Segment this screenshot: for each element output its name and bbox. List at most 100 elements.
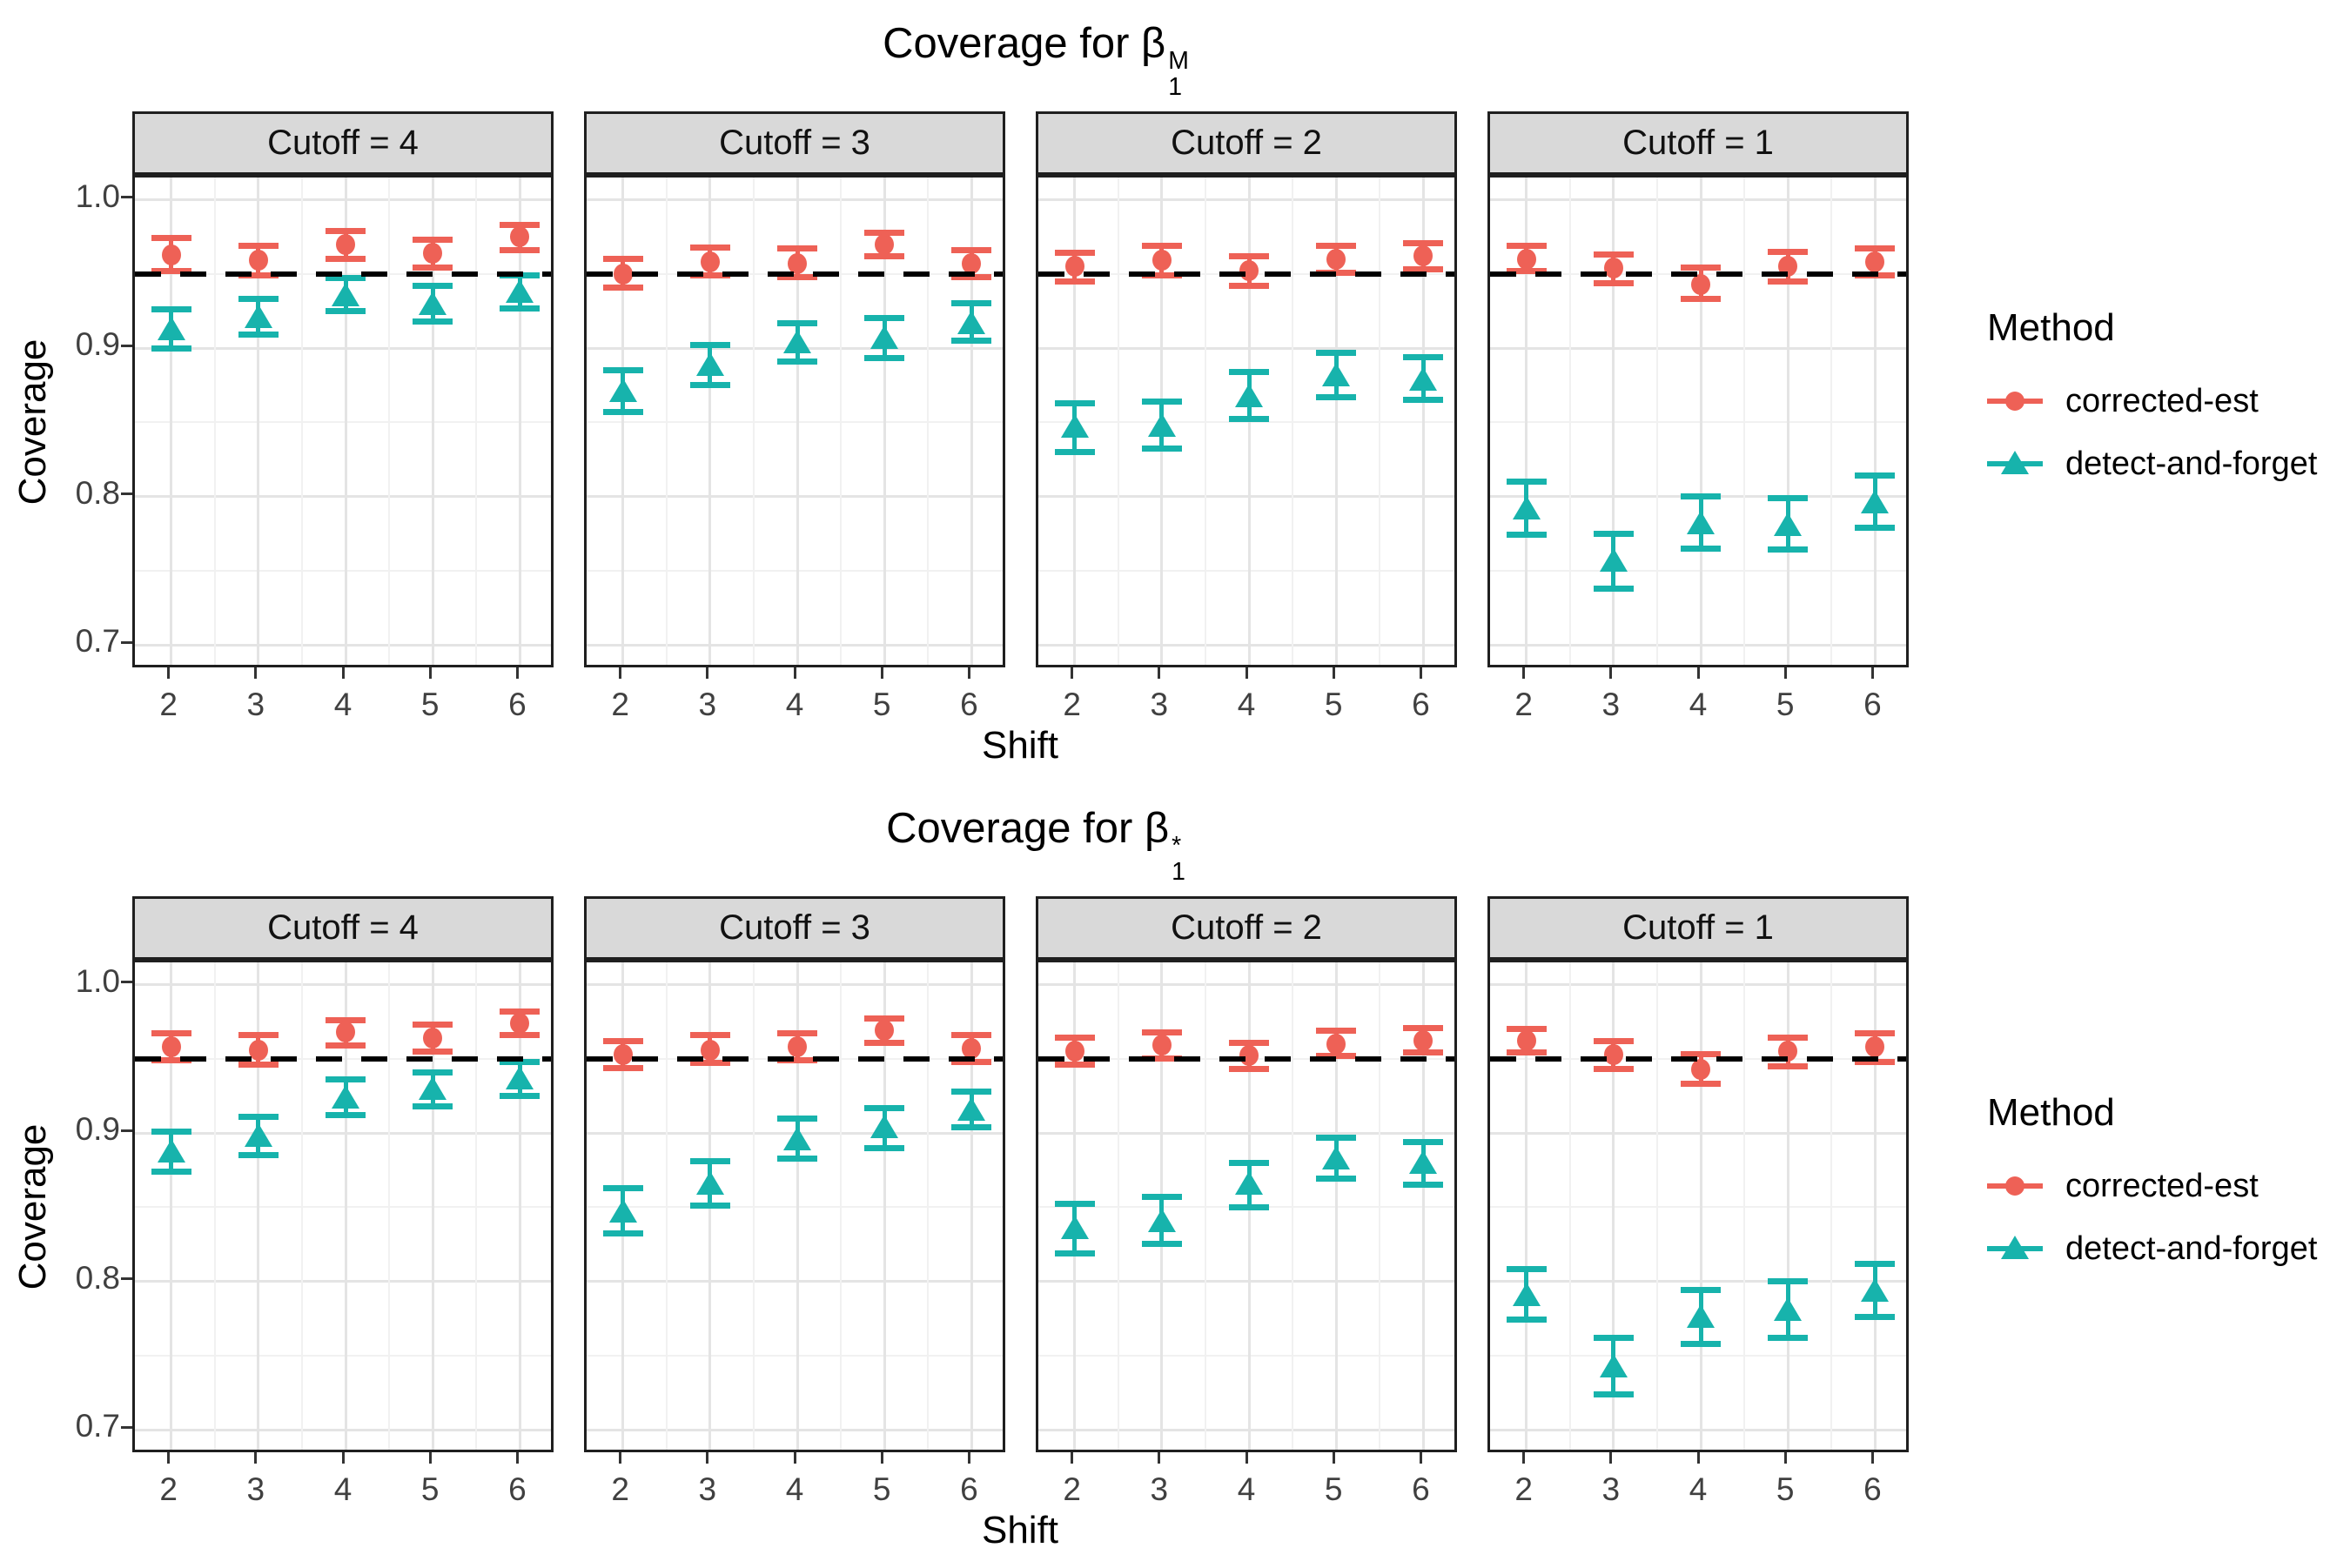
minor-gridline: [1490, 421, 1906, 424]
reference-line-095: [135, 1055, 551, 1062]
reference-line-095: [1038, 1055, 1454, 1062]
x-axis-title: Shift: [981, 724, 1059, 767]
errorbar-cap-top: [1681, 1287, 1721, 1294]
errorbar-cap-bottom: [151, 1168, 191, 1175]
x-tick-mark: [515, 667, 519, 679]
errorbar-cap-top: [151, 1128, 191, 1135]
errorbar-cap-bottom: [1768, 546, 1809, 553]
errorbar-cap-top: [864, 1104, 905, 1111]
x-tick-label: 4: [333, 1471, 352, 1507]
circle-marker: [1603, 1043, 1623, 1065]
triangle-marker: [1861, 1277, 1890, 1302]
y-tick-mark: [121, 1277, 132, 1281]
minor-gridline: [1568, 178, 1571, 665]
x-tick-label: 5: [1776, 687, 1795, 722]
errorbar-cap-bottom: [500, 1092, 540, 1099]
legend-item-detect-and-forget: detect-and-forget: [1987, 1229, 2344, 1269]
plot-title: Coverage for β * 1: [0, 804, 2071, 885]
x-tick-mark: [1332, 667, 1335, 679]
circle-marker: [1865, 251, 1885, 273]
triangle-marker: [1687, 511, 1715, 535]
triangle-marker: [1060, 1216, 1089, 1240]
x-tick-label: 2: [159, 687, 178, 722]
errorbar-cap-top: [602, 1184, 643, 1191]
errorbar-cap-top: [689, 244, 730, 251]
facet-strip: Cutoff = 1: [1487, 111, 1909, 175]
major-gridline: [1490, 346, 1906, 350]
x-tick-label: 6: [1412, 687, 1430, 722]
y-tick-label: 0.7: [75, 1408, 120, 1444]
major-gridline: [1525, 962, 1528, 1450]
errorbar-cap-top: [864, 1015, 905, 1022]
errorbar-cap-top: [1506, 1026, 1547, 1033]
minor-gridline: [1490, 1206, 1906, 1209]
errorbar-cap-top: [1316, 349, 1357, 356]
x-tick-label: 5: [420, 687, 440, 722]
errorbar-cap-top: [1506, 478, 1547, 485]
errorbar-cap-top: [1506, 242, 1547, 249]
x-tick-label: 6: [508, 1471, 527, 1507]
x-tick-mark: [254, 667, 258, 679]
minor-gridline: [135, 421, 551, 424]
triangle-marker: [957, 311, 986, 335]
errorbar-cap-top: [1229, 1039, 1269, 1046]
errorbar-cap-top: [1229, 368, 1269, 375]
facet-panel: [1487, 175, 1909, 667]
errorbar-cap-bottom: [1593, 279, 1634, 286]
x-tick-label: 6: [960, 1471, 978, 1507]
circle-marker: [613, 1043, 633, 1065]
x-tick-mark: [706, 1452, 709, 1464]
errorbar-cap-bottom: [413, 265, 453, 271]
legend-title: Method: [1987, 1091, 2115, 1134]
major-gridline: [1334, 962, 1338, 1450]
minor-gridline: [587, 1206, 1003, 1209]
circle-marker: [161, 244, 181, 265]
errorbar-cap-bottom: [777, 1155, 817, 1162]
triangle-marker: [695, 352, 724, 376]
errorbar-cap-bottom: [689, 1060, 730, 1067]
errorbar-cap-bottom: [413, 1102, 453, 1109]
major-gridline: [431, 178, 434, 665]
errorbar-cap-top: [413, 1022, 453, 1029]
major-gridline: [344, 962, 347, 1450]
errorbar-cap-top: [151, 235, 191, 242]
triangle-marker: [332, 1085, 359, 1109]
errorbar-cap-top: [500, 1058, 540, 1065]
minor-gridline: [752, 962, 755, 1450]
errorbar-cap-top: [1855, 472, 1896, 479]
x-tick-mark: [1522, 667, 1526, 679]
errorbar-cap-bottom: [951, 1058, 992, 1065]
legend: Method corrected-est detect-and-forget: [1987, 1091, 2344, 1291]
minor-gridline: [665, 178, 668, 665]
errorbar-cap-top: [1593, 1334, 1634, 1341]
minor-gridline: [213, 962, 216, 1450]
x-tick-mark: [341, 667, 345, 679]
errorbar-cap-top: [1403, 239, 1444, 246]
facet-strip: Cutoff = 4: [132, 896, 554, 960]
x-tick-mark: [1522, 1452, 1526, 1464]
errorbar-cap-top: [1141, 1193, 1182, 1200]
major-gridline: [170, 962, 173, 1450]
major-gridline: [587, 643, 1003, 647]
triangle-marker: [419, 291, 447, 315]
errorbar-cap-bottom: [238, 332, 279, 338]
x-tick-label: 6: [1412, 1471, 1430, 1507]
x-tick-mark: [1071, 1452, 1074, 1464]
major-gridline: [1490, 983, 1906, 987]
errorbar-cap-bottom: [1855, 524, 1896, 531]
y-tick-label: 1.0: [75, 178, 120, 214]
triangle-marker: [608, 1199, 637, 1223]
x-tick-label: 4: [1689, 1471, 1708, 1507]
errorbar-cap-top: [602, 1037, 643, 1044]
x-tick-label: 5: [1324, 1471, 1343, 1507]
triangle-marker: [1409, 366, 1438, 391]
errorbar-cap-top: [238, 1032, 279, 1039]
minor-gridline: [665, 962, 668, 1450]
x-tick-label: 5: [1776, 1471, 1795, 1507]
errorbar-cap-bottom: [602, 1064, 643, 1071]
x-tick-label: 4: [1689, 687, 1708, 722]
triangle-marker: [1322, 362, 1351, 386]
errorbar-cap-bottom: [1681, 1340, 1721, 1347]
reference-line-095: [1490, 1055, 1906, 1062]
